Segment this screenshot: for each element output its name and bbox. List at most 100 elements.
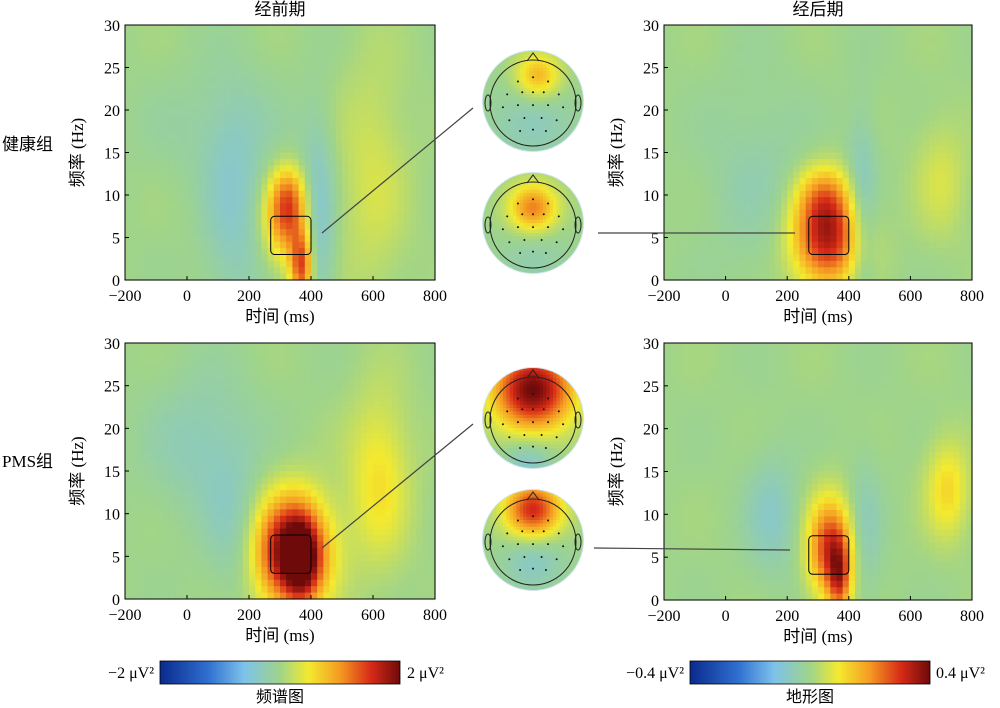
heat-cell (255, 541, 262, 549)
heat-cell (286, 197, 293, 205)
heat-cell (255, 554, 262, 562)
heat-cell (255, 375, 262, 382)
heat-cell (891, 222, 899, 230)
heat-cell (249, 152, 256, 160)
heat-cell (255, 63, 262, 71)
heat-cell (916, 260, 924, 268)
heat-cell (205, 88, 213, 96)
heat-cell (922, 95, 930, 103)
heat-cell (953, 37, 961, 45)
heat-cell (292, 235, 300, 243)
heat-cell (137, 171, 145, 179)
heat-cell (218, 483, 225, 491)
heat-cell (830, 88, 838, 96)
heat-cell (174, 547, 182, 555)
heat-cell (354, 158, 362, 166)
heat-cell (941, 76, 948, 83)
heat-cell (162, 573, 169, 581)
heat-cell (168, 419, 176, 427)
heat-cell (187, 254, 194, 262)
heat-cell (805, 114, 813, 122)
heat-cell (391, 44, 399, 52)
heat-cell (867, 37, 875, 45)
heat-cell (842, 178, 850, 185)
heat-cell (131, 355, 138, 363)
heat-cell (774, 120, 782, 128)
heat-cell (787, 235, 794, 243)
heat-cell (354, 190, 362, 198)
heat-cell (236, 419, 244, 427)
heat-cell (255, 362, 262, 370)
heat-cell (805, 88, 813, 96)
heat-cell (428, 235, 436, 243)
heat-cell (298, 127, 306, 134)
heat-cell (242, 573, 250, 581)
heat-cell (261, 567, 269, 574)
heat-cell (317, 190, 324, 198)
heat-cell (273, 120, 281, 128)
heat-cell (854, 133, 862, 141)
heat-cell (422, 190, 430, 198)
heat-cell (719, 139, 727, 147)
heat-cell (323, 241, 331, 249)
heat-cell (205, 267, 213, 275)
heat-cell (143, 146, 151, 154)
heat-cell (737, 273, 745, 281)
heat-cell (280, 203, 287, 211)
heat-cell (781, 235, 788, 243)
heat-cell (342, 235, 349, 243)
heat-cell (193, 184, 200, 192)
heat-cell (261, 254, 269, 262)
heat-cell (428, 107, 436, 115)
heat-cell (959, 241, 967, 249)
heat-cell (193, 209, 200, 217)
heat-cell (205, 69, 213, 77)
heat-cell (922, 267, 930, 275)
heat-cell (737, 171, 745, 179)
heat-cell (700, 69, 708, 77)
heat-cell (713, 69, 721, 77)
heat-cell (965, 267, 973, 275)
heat-cell (242, 458, 250, 466)
heat-cell (149, 464, 157, 472)
heat-cell (422, 216, 430, 224)
heat-cell (830, 184, 838, 192)
heat-cell (836, 216, 844, 224)
heat-cell (199, 146, 207, 154)
heat-cell (854, 152, 862, 160)
heat-cell (731, 184, 739, 192)
heat-cell (335, 235, 343, 243)
heat-cell (317, 235, 324, 243)
heat-cell (731, 88, 739, 96)
heat-cell (180, 241, 188, 249)
heat-cell (304, 248, 312, 256)
heat-cell (416, 260, 424, 268)
heat-cell (255, 120, 262, 128)
heat-cell (236, 503, 244, 510)
heat-cell (410, 82, 417, 90)
heat-cell (218, 535, 225, 542)
heat-cell (762, 267, 770, 275)
heat-cell (891, 241, 899, 249)
heat-cell (811, 273, 819, 281)
heat-cell (292, 107, 300, 115)
heat-cell (385, 203, 393, 211)
heat-cell (842, 241, 850, 249)
heat-cell (348, 25, 355, 32)
heat-cell (854, 63, 862, 71)
heat-cell (143, 229, 151, 236)
heat-cell (218, 541, 225, 549)
heat-cell (335, 146, 343, 154)
heat-cell (137, 127, 145, 134)
heat-cell (131, 503, 138, 510)
heat-cell (193, 44, 200, 52)
heat-cell (688, 31, 696, 39)
heat-cell (317, 82, 324, 90)
heat-cell (719, 267, 727, 275)
heat-cell (143, 464, 151, 472)
heat-cell (879, 56, 887, 64)
heat-cell (959, 56, 967, 64)
heat-cell (211, 439, 219, 446)
heat-cell (922, 229, 930, 236)
heat-cell (205, 44, 213, 52)
